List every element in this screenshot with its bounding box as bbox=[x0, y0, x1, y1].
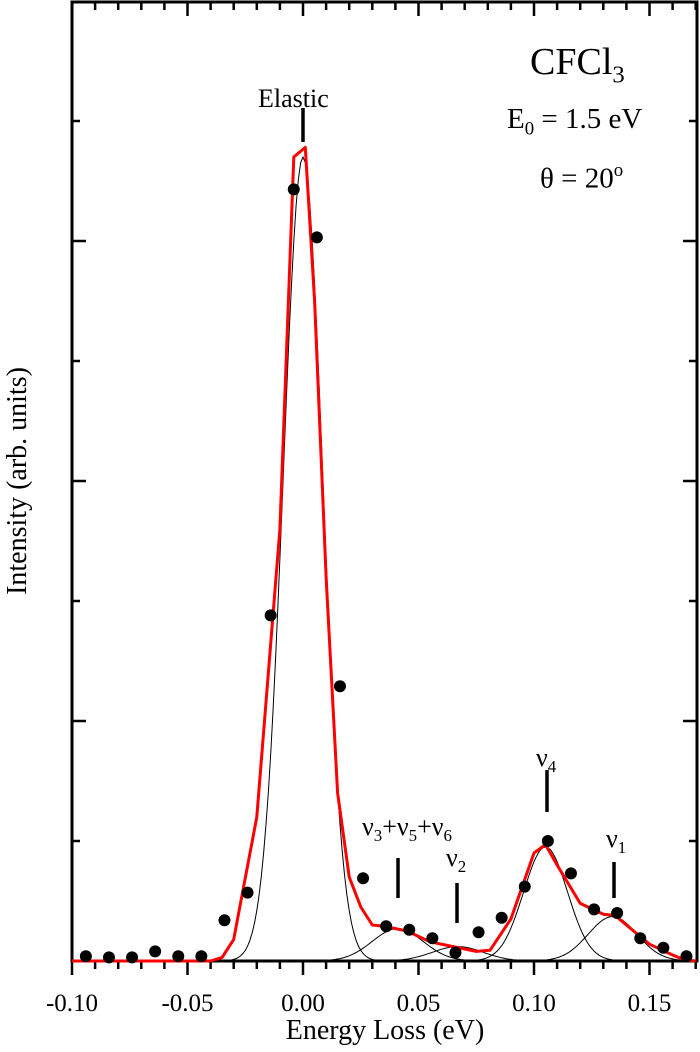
x-tick-label: 0.00 bbox=[281, 990, 325, 1017]
data-point bbox=[79, 950, 92, 963]
data-point bbox=[680, 950, 693, 963]
data-point bbox=[310, 231, 323, 244]
data-point bbox=[564, 867, 577, 880]
data-point bbox=[102, 951, 115, 964]
data-point bbox=[426, 932, 439, 945]
data-point bbox=[380, 920, 393, 933]
component-curve bbox=[72, 946, 694, 962]
data-point bbox=[518, 880, 531, 893]
data-point bbox=[195, 950, 208, 963]
peak-label-elastic: Elastic bbox=[258, 84, 329, 113]
x-tick-label: -0.10 bbox=[45, 990, 99, 1017]
y-axis-label: Intensity (arb. units) bbox=[2, 367, 33, 595]
data-point bbox=[218, 914, 231, 927]
peak-label-nu1: ν1 bbox=[606, 824, 627, 857]
data-point bbox=[126, 951, 139, 964]
x-tick-label: -0.05 bbox=[161, 990, 214, 1017]
data-point bbox=[588, 903, 601, 916]
data-points bbox=[79, 183, 693, 964]
data-point bbox=[357, 872, 370, 885]
component-curve bbox=[72, 846, 694, 962]
data-point bbox=[149, 945, 162, 958]
data-point bbox=[241, 886, 254, 899]
peak-label-nu3-nu5-nu6: ν3+ν5+ν6 bbox=[362, 812, 452, 845]
data-point bbox=[264, 609, 277, 622]
data-point bbox=[495, 911, 508, 924]
data-point bbox=[634, 932, 647, 945]
x-tick-label: 0.10 bbox=[512, 990, 556, 1017]
x-tick-label: 0.15 bbox=[627, 990, 672, 1017]
data-point bbox=[657, 941, 670, 954]
data-point bbox=[472, 926, 485, 939]
data-point bbox=[611, 907, 624, 919]
annotation-molecule: CFCl3 bbox=[530, 41, 625, 89]
annotation-angle: θ = 20o bbox=[540, 160, 624, 195]
x-axis-label: Energy Loss (eV) bbox=[285, 1015, 485, 1046]
x-tick-label: 0.05 bbox=[396, 990, 441, 1017]
data-point bbox=[333, 680, 346, 693]
peak-label-nu4: ν4 bbox=[536, 743, 557, 776]
data-point bbox=[541, 835, 554, 847]
data-point bbox=[172, 950, 185, 963]
annotation-energy: E0 = 1.5 eV bbox=[507, 103, 643, 140]
peak-label-nu2: ν2 bbox=[446, 843, 467, 876]
data-point bbox=[287, 183, 300, 196]
data-point bbox=[449, 946, 462, 959]
data-point bbox=[403, 923, 416, 936]
peak-markers bbox=[301, 108, 616, 923]
